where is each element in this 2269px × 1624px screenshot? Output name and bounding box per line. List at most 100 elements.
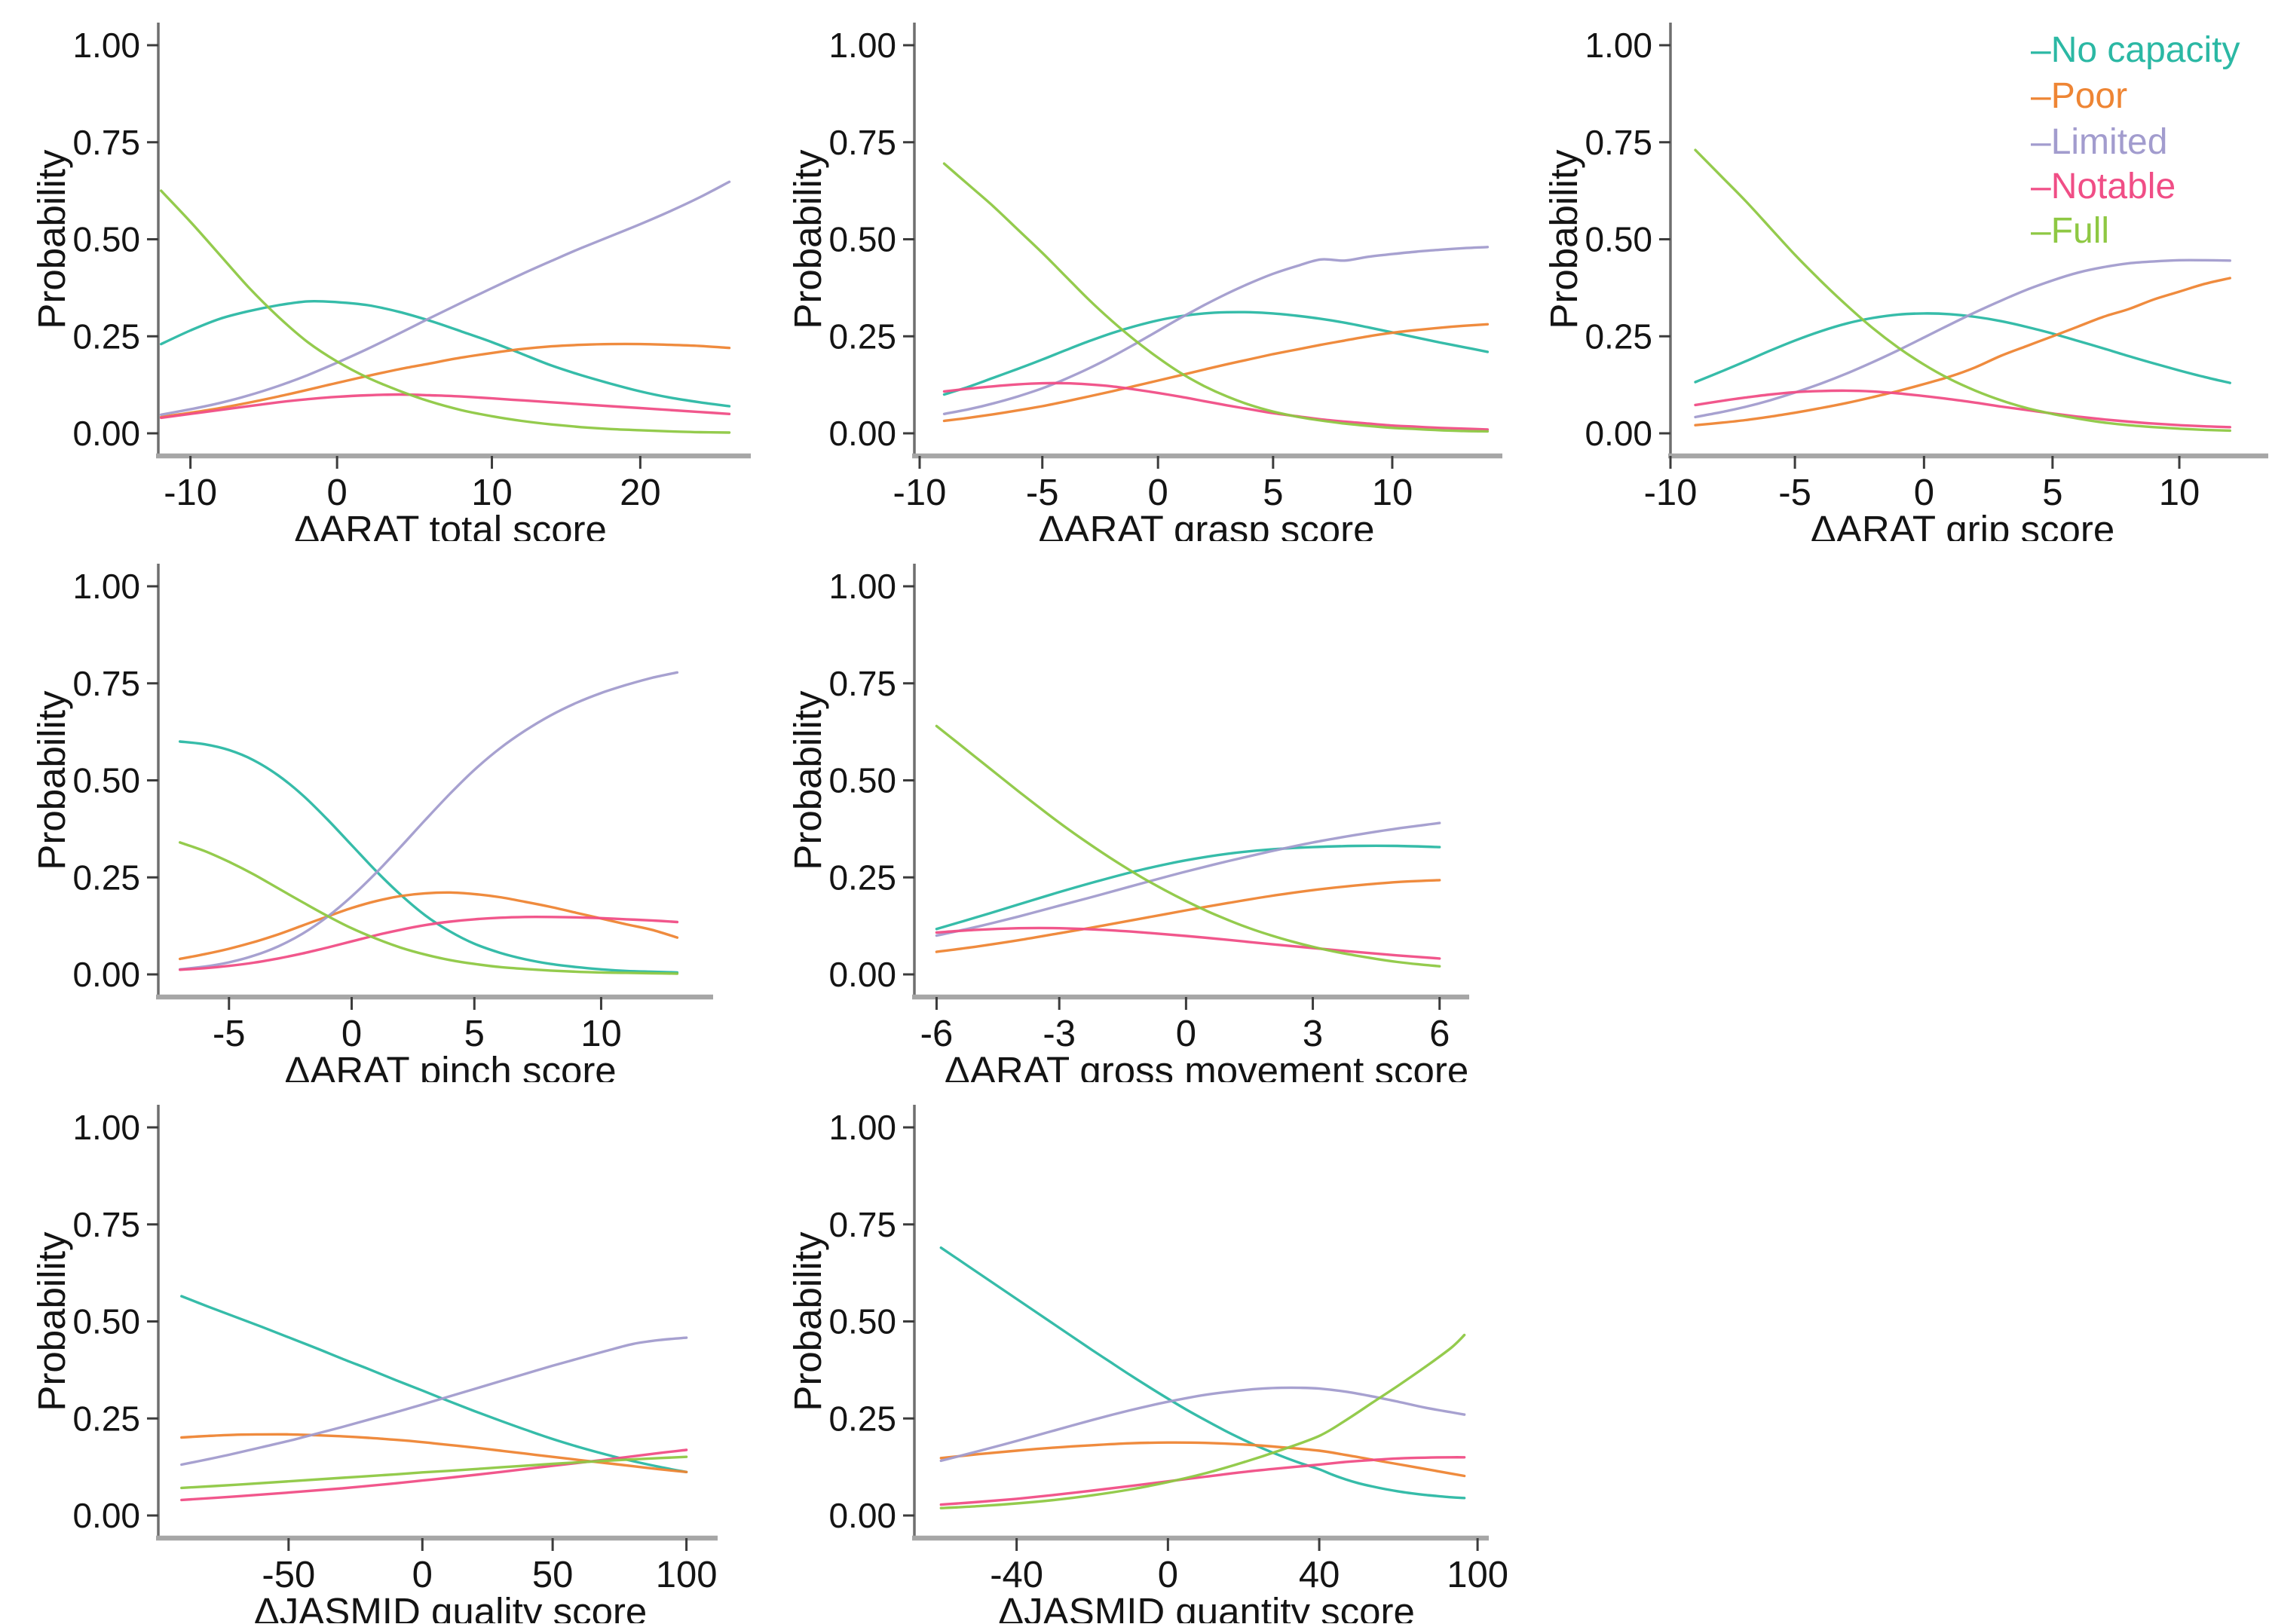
y-tick-label: 1.00: [828, 567, 896, 606]
y-tick-label: 0.75: [72, 664, 140, 703]
series-line-notable: [939, 1456, 1466, 1506]
x-axis-label: ΔARAT gross movement score: [945, 1049, 1468, 1082]
y-tick-label: 1.00: [1585, 26, 1652, 65]
series-line-notable: [180, 1448, 688, 1502]
y-tick-label: 0.75: [1585, 123, 1652, 162]
y-tick-label: 0.25: [1585, 317, 1652, 356]
x-axis-label: ΔARAT grasp score: [1038, 508, 1374, 541]
x-tick-label: 40: [1299, 1555, 1340, 1595]
series-line-poor: [1694, 277, 2231, 427]
x-tick-label: -10: [164, 473, 217, 513]
series-line-no_capacity: [180, 1295, 688, 1473]
y-axis-label: Probability: [786, 149, 829, 329]
series-line-notable: [1694, 389, 2231, 429]
x-tick-label: 6: [1429, 1014, 1450, 1054]
y-tick-label: 1.00: [72, 1108, 140, 1147]
y-tick-label: 0.00: [828, 955, 896, 994]
series-line-full: [942, 162, 1490, 433]
x-tick-label: -5: [213, 1014, 246, 1054]
x-axis-label: ΔARAT grip score: [1811, 508, 2114, 541]
panel-arat-gross-movement: 0.00 0.25 0.50 0.75 1.00 -6 -3 0 3 6 ΔARAT gross m…: [756, 541, 1512, 1082]
y-tick-label: 0.75: [828, 123, 896, 162]
series-line-full: [1694, 148, 2231, 433]
series-line-no_capacity: [179, 740, 679, 974]
y-tick-label: 0.50: [1585, 220, 1652, 259]
x-tick-label: 100: [1447, 1555, 1508, 1595]
legend-entry-limited: –Limited: [2031, 122, 2167, 162]
x-tick-label: 5: [1263, 473, 1283, 513]
series-line-limited: [942, 246, 1490, 415]
series-line-poor: [180, 1433, 688, 1473]
y-tick-label: 0.50: [72, 761, 140, 800]
x-tick-label: -5: [1026, 473, 1059, 513]
legend-entry-full: –Full: [2031, 211, 2109, 251]
y-tick-label: 0.50: [828, 1302, 896, 1341]
y-tick-label: 0.75: [72, 1205, 140, 1244]
x-tick-label: 10: [580, 1014, 622, 1054]
x-tick-label: 10: [1372, 473, 1413, 513]
series-line-limited: [1694, 258, 2231, 419]
y-tick-label: 0.50: [828, 761, 896, 800]
legend-entry-notable: –Notable: [2031, 167, 2176, 206]
y-tick-label: 0.75: [828, 664, 896, 703]
x-tick-label: 10: [471, 473, 513, 513]
series-line-notable: [942, 381, 1490, 431]
x-tick-label: 100: [656, 1555, 718, 1595]
y-axis-label: Probability: [1542, 149, 1585, 329]
x-axis-label: ΔARAT pinch score: [284, 1049, 616, 1082]
x-tick-label: 10: [2159, 473, 2200, 513]
y-tick-label: 0.75: [828, 1205, 896, 1244]
panel-arat-grip: 0.00 0.25 0.50 0.75 1.00 -10 -5 0 5 10 ΔARAT grip …: [1512, 0, 2268, 541]
y-tick-label: 1.00: [72, 567, 140, 606]
y-axis-label: Probability: [30, 149, 73, 329]
legend-entry-poor: –Poor: [2031, 76, 2127, 116]
legend-entry-no_capacity: –No capacity: [2031, 30, 2240, 70]
x-tick-label: -6: [920, 1014, 954, 1054]
y-tick-label: 0.00: [72, 1496, 140, 1535]
x-tick-label: 0: [1914, 473, 1934, 513]
y-tick-label: 0.00: [828, 1496, 896, 1535]
y-axis-label: Probability: [786, 690, 829, 870]
chart-arat-total: 0.00 0.25 0.50 0.75 1.00 -10 0 10 20 ΔARAT total …: [30, 23, 751, 541]
x-tick-label: -40: [990, 1555, 1043, 1595]
x-tick-label: 50: [532, 1555, 574, 1595]
x-axis-label: ΔJASMID quality score: [254, 1590, 648, 1623]
panel-arat-grasp: 0.00 0.25 0.50 0.75 1.00 -10 -5 0 5 10 ΔARAT grasp…: [756, 0, 1512, 541]
chart-arat-grip: 0.00 0.25 0.50 0.75 1.00 -10 -5 0 5 10 ΔARAT grip …: [1542, 23, 2268, 541]
series-line-full: [939, 1333, 1466, 1509]
series-line-no_capacity: [1694, 312, 2231, 384]
x-tick-label: -3: [1043, 1014, 1076, 1054]
x-tick-label: -10: [1644, 473, 1698, 513]
x-tick-label: 0: [1148, 473, 1168, 513]
series-line-notable: [160, 393, 731, 420]
y-tick-label: 0.00: [72, 955, 140, 994]
y-tick-label: 1.00: [828, 26, 896, 65]
series-line-no_capacity: [935, 844, 1441, 931]
x-tick-label: 0: [341, 1014, 362, 1054]
y-tick-label: 0.25: [828, 1399, 896, 1438]
x-tick-label: 0: [412, 1555, 433, 1595]
series-line-no_capacity: [939, 1246, 1466, 1500]
series-line-poor: [942, 323, 1490, 423]
panel-arat-pinch: 0.00 0.25 0.50 0.75 1.00 -5 0 5 10 ΔARAT pinch sc…: [0, 541, 756, 1082]
series-line-limited: [180, 1336, 688, 1466]
x-tick-label: 0: [327, 473, 348, 513]
series-line-full: [935, 724, 1441, 968]
series-line-limited: [935, 821, 1441, 937]
series-line-notable: [935, 926, 1441, 960]
series-line-full: [160, 189, 731, 434]
x-tick-label: 5: [2042, 473, 2062, 513]
panel-arat-total: 0.00 0.25 0.50 0.75 1.00 -10 0 10 20 ΔARAT total …: [0, 0, 756, 541]
y-axis-label: Probability: [30, 690, 73, 870]
series-line-poor: [935, 879, 1441, 953]
y-tick-label: 0.50: [828, 220, 896, 259]
x-axis-label: ΔARAT total score: [294, 508, 607, 541]
series-line-full: [179, 841, 679, 975]
y-tick-label: 0.25: [72, 1399, 140, 1438]
y-tick-label: 0.00: [1585, 414, 1652, 453]
y-tick-label: 0.25: [72, 317, 140, 356]
